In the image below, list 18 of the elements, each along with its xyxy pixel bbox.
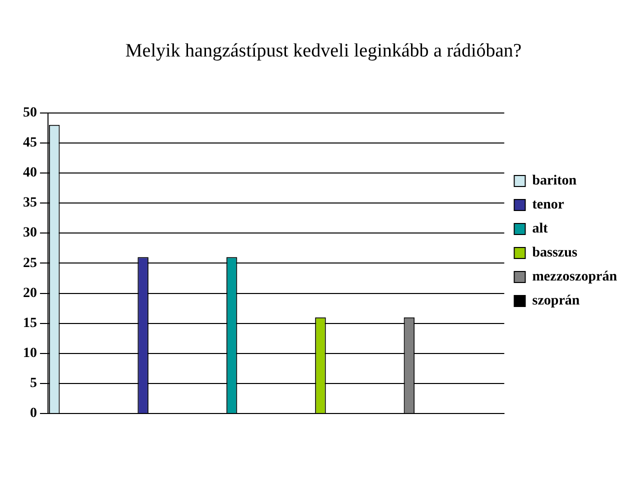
legend-label: bariton — [532, 174, 577, 189]
y-tick-label: 35 — [23, 196, 37, 211]
y-tick-label: 20 — [23, 286, 37, 301]
legend-label: basszus — [532, 246, 578, 261]
legend-label: mezzoszoprán — [532, 270, 618, 285]
y-tick-label: 10 — [23, 346, 37, 362]
y-tick-label: 15 — [23, 316, 37, 331]
y-tick-label: 0 — [30, 406, 37, 422]
legend-label: alt — [532, 222, 548, 237]
y-tick-label: 30 — [23, 226, 37, 241]
legend-label: szoprán — [532, 294, 580, 309]
y-tick-label: 5 — [30, 376, 37, 392]
y-tick-label: 40 — [23, 166, 37, 181]
legend-label: tenor — [532, 198, 564, 213]
y-tick-label: 25 — [23, 256, 37, 271]
y-tick-label: 50 — [23, 105, 37, 120]
y-tick-label: 45 — [23, 135, 37, 150]
chart-title: Melyik hangzástípust kedveli leginkább a rádióban? — [125, 40, 522, 62]
